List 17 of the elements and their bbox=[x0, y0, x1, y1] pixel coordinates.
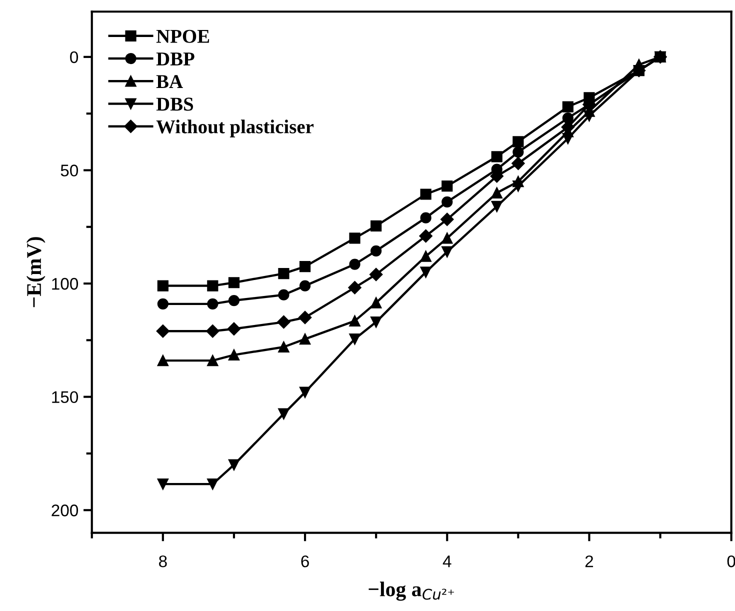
legend-label: DBP bbox=[156, 52, 194, 66]
x-tick-label: 4 bbox=[442, 556, 452, 568]
x-tick-label: 6 bbox=[301, 555, 309, 568]
x-axis-title: −log a$_{Cu²⁺}$ bbox=[368, 582, 454, 601]
y-tick-label: 0 bbox=[70, 51, 78, 64]
y-tick-label: 150 bbox=[52, 391, 78, 404]
y-tick-label: 100 bbox=[52, 278, 78, 290]
y-tick-label: 200 bbox=[52, 504, 78, 516]
x-tick-label: 0 bbox=[727, 555, 735, 568]
legend-label: DBS bbox=[156, 98, 194, 111]
x-tick-label: 8 bbox=[159, 555, 167, 568]
legend-label: Without plasticiser bbox=[156, 120, 314, 138]
y-tick-label: 50 bbox=[60, 164, 78, 176]
legend-label: NPOE bbox=[156, 30, 210, 43]
x-tick-label: 2 bbox=[585, 555, 594, 568]
legend-label: BA bbox=[156, 75, 183, 88]
y-axis-title: −E(mV) bbox=[26, 237, 46, 308]
